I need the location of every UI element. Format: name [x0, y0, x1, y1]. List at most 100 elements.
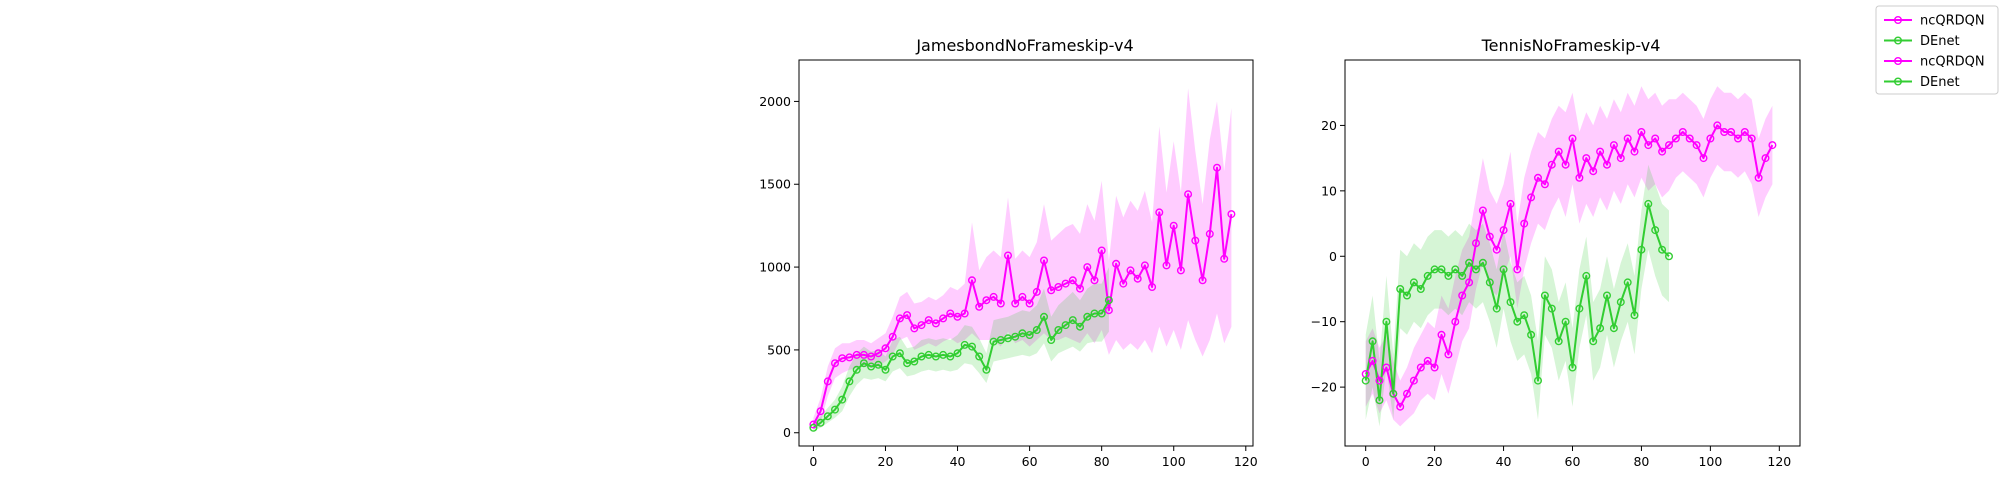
- legend: ncQRDQN DEnet ncQRDQN DEnet: [1875, 5, 1999, 95]
- legend-label: DEnet: [1920, 34, 1960, 49]
- confidence-bands: [813, 88, 1232, 432]
- x-tick-label: 100: [1698, 454, 1722, 469]
- y-tick-label: −10: [1311, 314, 1337, 329]
- ncqrdqn-point: [1011, 299, 1020, 308]
- denet-point: [1361, 376, 1370, 385]
- denet-point: [845, 377, 854, 386]
- ncqrdqn-point: [1713, 121, 1722, 130]
- ncqrdqn-point: [809, 420, 818, 429]
- ncqrdqn-point: [1382, 363, 1391, 372]
- denet-point: [1527, 330, 1536, 339]
- ncqrdqn-point: [1119, 279, 1128, 288]
- ncqrdqn-point: [1547, 160, 1556, 169]
- denet-point: [1568, 363, 1577, 372]
- chart-title: TennisNoFrameskip-v4: [1481, 36, 1661, 55]
- denet-point: [1437, 265, 1446, 274]
- denet-point: [1609, 324, 1618, 333]
- ncqrdqn-point: [1589, 167, 1598, 176]
- ncqrdqn-band: [813, 88, 1232, 430]
- x-tick-label: 40: [1496, 454, 1512, 469]
- denet-point: [1018, 329, 1027, 338]
- denet-point: [1444, 271, 1453, 280]
- denet-line: [812, 299, 1110, 429]
- chart-title: JamesbondNoFrameskip-v4: [915, 36, 1133, 55]
- x-tick-label: 60: [1565, 454, 1581, 469]
- denet-point: [1492, 304, 1501, 313]
- ncqrdqn-point: [1205, 229, 1214, 238]
- ncqrdqn-point: [910, 324, 919, 333]
- axes: 0 20 40 60 80 100 120 0 500 1000 1500 2000: [759, 59, 1258, 469]
- ncqrdqn-point: [1623, 134, 1632, 143]
- axes: 0 20 40 60 80 100 120 −20 −10 0 10 20: [1311, 59, 1801, 469]
- ncqrdqn-point: [1104, 306, 1113, 315]
- denet-point: [982, 365, 991, 374]
- denet-point: [1061, 321, 1070, 330]
- ncqrdqn-point: [1140, 261, 1149, 270]
- ncqrdqn-point: [831, 359, 840, 368]
- ncqrdqn-point: [823, 377, 832, 386]
- ncqrdqn-point: [1499, 226, 1508, 235]
- ncqrdqn-point: [1747, 134, 1756, 143]
- ncqrdqn-point: [1396, 402, 1405, 411]
- denet-point: [1651, 226, 1660, 235]
- legend-label: ncQRDQN: [1920, 55, 1985, 70]
- confidence-bands: [1365, 86, 1773, 427]
- ncqrdqn-point: [1513, 265, 1522, 274]
- denet-point: [1047, 336, 1056, 345]
- ncqrdqn-point: [953, 312, 962, 321]
- ncqrdqn-point: [975, 302, 984, 311]
- ncqrdqn-point: [1423, 356, 1432, 365]
- denet-point: [1554, 337, 1563, 346]
- denet-point: [1458, 271, 1467, 280]
- ncqrdqn-point: [903, 311, 912, 320]
- y-tick-label: 0: [1329, 249, 1337, 264]
- denet-point: [1561, 317, 1570, 326]
- ncqrdqn-point: [1685, 134, 1694, 143]
- denet-point: [1533, 376, 1542, 385]
- y-tick-label: 10: [1321, 183, 1337, 198]
- ncqrdqn-point: [1097, 246, 1106, 255]
- ncqrdqn-point: [1451, 317, 1460, 326]
- denet-point: [1623, 278, 1632, 287]
- ncqrdqn-point: [1090, 276, 1099, 285]
- denet-point: [1083, 312, 1092, 321]
- denet-point: [1506, 298, 1515, 307]
- ncqrdqn-point: [1478, 206, 1487, 215]
- ncqrdqn-point: [1582, 154, 1591, 163]
- ncqrdqn-point: [1492, 245, 1501, 254]
- ncqrdqn-point: [816, 407, 825, 416]
- ncqrdqn-point: [1485, 232, 1494, 241]
- denet-point: [1485, 278, 1494, 287]
- denet-point: [931, 352, 940, 361]
- denet-point: [1520, 311, 1529, 320]
- ncqrdqn-point: [1068, 276, 1077, 285]
- legend-label: ncQRDQN: [1920, 14, 1985, 29]
- denet-point: [1630, 311, 1639, 320]
- ncqrdqn-point: [895, 314, 904, 323]
- denet-point: [1471, 265, 1480, 274]
- denet-point: [903, 359, 912, 368]
- ncqrdqn-point: [1075, 284, 1084, 293]
- denet-point: [1054, 326, 1063, 335]
- denet-point: [1478, 258, 1487, 267]
- legend-label: DEnet: [1920, 75, 1960, 90]
- ncqrdqn-point: [1437, 330, 1446, 339]
- legend-swatch-marker: [1893, 36, 1902, 45]
- ncqrdqn-point: [1198, 276, 1207, 285]
- ncqrdqn-point: [1227, 210, 1236, 219]
- ncqrdqn-point: [1220, 254, 1229, 263]
- ncqrdqn-point: [859, 350, 868, 359]
- y-tick-label: 0: [783, 425, 791, 440]
- ncqrdqn-point: [1596, 147, 1605, 156]
- denet-band: [1365, 164, 1669, 427]
- denet-point: [1104, 296, 1113, 305]
- ncqrdqn-point: [1768, 141, 1777, 150]
- x-tick-label: 100: [1162, 454, 1186, 469]
- denet-point: [968, 342, 977, 351]
- x-tick-label: 120: [1234, 454, 1258, 469]
- series-markers: [809, 163, 1236, 432]
- denet-point: [823, 412, 832, 421]
- y-tick-label: 1000: [759, 260, 791, 275]
- denet-point: [1589, 337, 1598, 346]
- ncqrdqn-point: [1169, 221, 1178, 230]
